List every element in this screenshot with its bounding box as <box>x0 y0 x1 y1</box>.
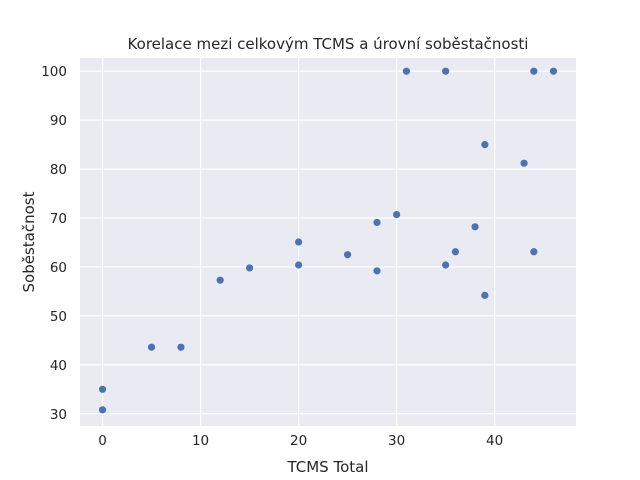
data-point <box>451 248 460 256</box>
chart-title: Korelace mezi celkovým TCMS a úrovní sob… <box>128 35 529 53</box>
y-tick-label: 40 <box>50 358 67 374</box>
data-point <box>520 159 528 167</box>
data-point <box>549 67 558 75</box>
data-point <box>471 223 479 231</box>
y-tick-label: 90 <box>50 113 67 129</box>
data-point <box>402 67 411 75</box>
data-point <box>393 210 401 219</box>
data-point <box>216 276 224 284</box>
data-point <box>481 141 489 149</box>
y-tick-label: 60 <box>50 260 67 276</box>
x-axis-label: TCMS Total <box>286 458 368 476</box>
data-point <box>530 67 538 75</box>
data-point <box>294 238 303 246</box>
data-point <box>177 343 185 351</box>
data-point <box>373 218 381 227</box>
y-tick-label: 70 <box>50 211 67 227</box>
data-point <box>245 264 254 272</box>
data-point <box>344 251 352 259</box>
y-tick-label: 100 <box>41 64 67 80</box>
x-tick-label: 10 <box>192 433 209 449</box>
x-tick-label: 20 <box>290 433 307 449</box>
data-point <box>530 248 538 256</box>
x-tick-label: 40 <box>486 433 503 449</box>
data-point <box>373 267 381 275</box>
y-tick-labels: 30 40 50 60 70 80 90 100 <box>41 64 67 423</box>
data-point <box>481 291 489 299</box>
data-point <box>98 406 107 414</box>
x-tick-label: 0 <box>98 433 107 449</box>
x-tick-label: 30 <box>388 433 405 449</box>
data-point <box>442 67 450 75</box>
data-point <box>147 343 156 351</box>
data-points <box>98 67 558 414</box>
y-tick-label: 30 <box>50 407 67 423</box>
data-point <box>294 261 303 269</box>
y-tick-label: 80 <box>50 162 67 178</box>
y-axis-label: Soběstačnost <box>20 191 38 292</box>
y-gridlines <box>80 70 576 415</box>
data-point <box>442 261 450 269</box>
x-tick-labels: 0 10 20 30 40 <box>98 433 503 449</box>
y-tick-label: 50 <box>50 309 67 325</box>
data-point <box>98 385 107 393</box>
plot-area <box>80 58 576 426</box>
